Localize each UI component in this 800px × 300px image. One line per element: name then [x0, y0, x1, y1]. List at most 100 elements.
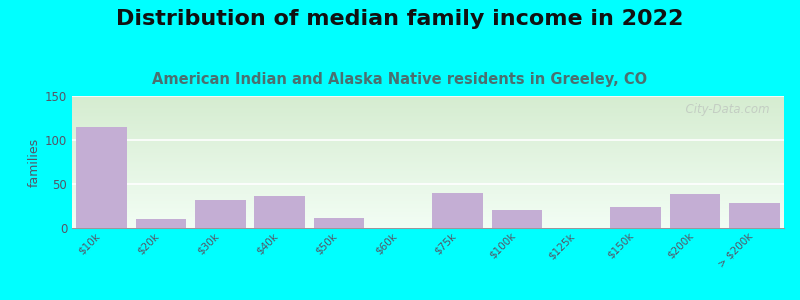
- Bar: [72, 178, 784, 179]
- Bar: [72, 171, 784, 172]
- Text: American Indian and Alaska Native residents in Greeley, CO: American Indian and Alaska Native reside…: [153, 72, 647, 87]
- Bar: [72, 154, 784, 155]
- Bar: [72, 128, 784, 129]
- Bar: [72, 220, 784, 221]
- Bar: [72, 145, 784, 146]
- Bar: [72, 98, 784, 99]
- Bar: [72, 116, 784, 117]
- Bar: [72, 131, 784, 132]
- Bar: [72, 179, 784, 180]
- Bar: [72, 123, 784, 124]
- Bar: [72, 202, 784, 203]
- Bar: [314, 218, 364, 228]
- Bar: [72, 147, 784, 148]
- Bar: [72, 111, 784, 112]
- Bar: [72, 150, 784, 151]
- Bar: [72, 177, 784, 178]
- Bar: [72, 164, 784, 165]
- Bar: [72, 170, 784, 171]
- Bar: [72, 174, 784, 175]
- Bar: [72, 172, 784, 173]
- Bar: [72, 132, 784, 133]
- Bar: [72, 99, 784, 100]
- Bar: [72, 129, 784, 130]
- Bar: [72, 223, 784, 224]
- Bar: [670, 194, 720, 228]
- Bar: [72, 169, 784, 170]
- Bar: [72, 110, 784, 111]
- Bar: [72, 225, 784, 226]
- Bar: [72, 176, 784, 177]
- Text: City-Data.com: City-Data.com: [678, 103, 770, 116]
- Bar: [72, 163, 784, 164]
- Bar: [72, 148, 784, 149]
- Bar: [72, 144, 784, 145]
- Bar: [72, 159, 784, 160]
- Bar: [72, 126, 784, 127]
- Text: Distribution of median family income in 2022: Distribution of median family income in …: [116, 9, 684, 29]
- Bar: [72, 204, 784, 205]
- Bar: [72, 194, 784, 195]
- Bar: [72, 151, 784, 152]
- Bar: [72, 181, 784, 182]
- Bar: [72, 167, 784, 168]
- Bar: [72, 219, 784, 220]
- Bar: [72, 206, 784, 207]
- Bar: [72, 104, 784, 105]
- Bar: [72, 173, 784, 174]
- Bar: [72, 210, 784, 211]
- Bar: [72, 125, 784, 126]
- Bar: [72, 124, 784, 125]
- Bar: [72, 162, 784, 163]
- Bar: [195, 200, 246, 228]
- Bar: [72, 187, 784, 188]
- Bar: [72, 224, 784, 225]
- Bar: [72, 112, 784, 113]
- Bar: [72, 130, 784, 131]
- Bar: [72, 158, 784, 159]
- Bar: [72, 153, 784, 154]
- Bar: [72, 103, 784, 104]
- Bar: [72, 188, 784, 189]
- Bar: [72, 106, 784, 107]
- Bar: [72, 107, 784, 108]
- Bar: [72, 127, 784, 128]
- Bar: [77, 127, 127, 228]
- Bar: [72, 141, 784, 142]
- Y-axis label: families: families: [28, 137, 41, 187]
- Bar: [72, 160, 784, 161]
- Bar: [72, 175, 784, 176]
- Bar: [72, 113, 784, 114]
- Bar: [72, 105, 784, 106]
- Bar: [72, 156, 784, 157]
- Bar: [72, 101, 784, 102]
- Bar: [72, 186, 784, 187]
- Bar: [492, 210, 542, 228]
- Bar: [729, 203, 779, 228]
- Bar: [72, 121, 784, 122]
- Bar: [72, 226, 784, 227]
- Bar: [72, 115, 784, 116]
- Bar: [72, 197, 784, 198]
- Bar: [254, 196, 305, 228]
- Bar: [72, 149, 784, 150]
- Bar: [72, 184, 784, 185]
- Bar: [72, 122, 784, 123]
- Bar: [72, 120, 784, 121]
- Bar: [433, 193, 483, 228]
- Bar: [72, 157, 784, 158]
- Bar: [72, 183, 784, 184]
- Bar: [72, 143, 784, 144]
- Bar: [72, 136, 784, 137]
- Bar: [72, 152, 784, 153]
- Bar: [72, 114, 784, 115]
- Bar: [72, 182, 784, 183]
- Bar: [72, 137, 784, 138]
- Bar: [72, 108, 784, 109]
- Bar: [72, 190, 784, 191]
- Bar: [72, 189, 784, 190]
- Bar: [72, 205, 784, 206]
- Bar: [72, 185, 784, 186]
- Bar: [136, 219, 186, 228]
- Bar: [72, 168, 784, 169]
